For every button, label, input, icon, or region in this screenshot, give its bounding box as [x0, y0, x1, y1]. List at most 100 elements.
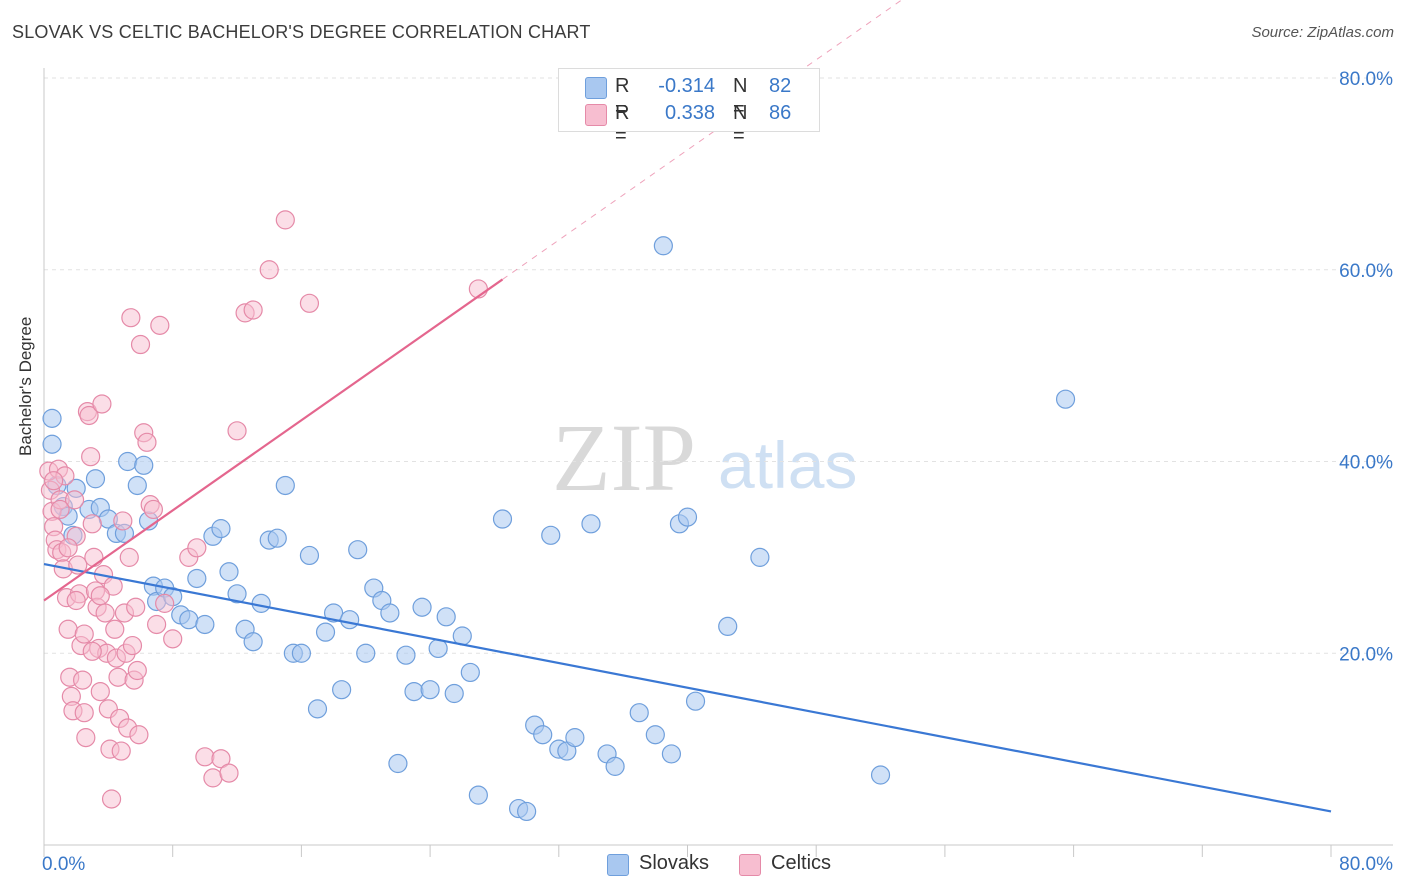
point-slovaks: [1055, 389, 1076, 409]
legend-r-value: 0.338: [664, 102, 715, 124]
legend-r-label: R =: [615, 102, 630, 147]
legend-n-label: N =: [733, 102, 748, 147]
chart-title: SLOVAK VS CELTIC BACHELOR'S DEGREE CORRE…: [12, 22, 591, 42]
point-celtics: [82, 514, 102, 534]
point-slovaks: [195, 614, 215, 635]
point-slovaks: [118, 451, 138, 472]
point-celtics: [187, 538, 207, 558]
point-celtics: [76, 728, 96, 748]
point-celtics: [122, 635, 143, 656]
point-celtics: [105, 619, 125, 639]
point-celtics: [211, 749, 231, 769]
point-slovaks: [677, 507, 698, 527]
point-celtics: [66, 590, 86, 611]
point-slovaks: [348, 540, 368, 560]
point-slovaks: [299, 545, 320, 566]
point-slovaks: [436, 607, 456, 627]
gridlines: [44, 77, 1393, 654]
point-slovaks: [227, 584, 247, 604]
source-label: Source: ZipAtlas.com: [1251, 24, 1394, 41]
point-slovaks: [750, 547, 770, 567]
legend-n-value: 86: [769, 102, 792, 124]
point-slovaks: [291, 643, 311, 663]
legend-n-label: N =: [733, 75, 748, 120]
point-slovaks: [468, 785, 488, 805]
point-celtics: [101, 789, 122, 809]
point-slovaks: [388, 753, 408, 774]
point-celtics: [44, 471, 64, 491]
point-celtics: [73, 670, 93, 690]
point-slovaks: [870, 765, 891, 785]
point-slovaks: [267, 528, 287, 548]
point-slovaks: [541, 525, 561, 545]
legend-swatch-celtics: [585, 104, 607, 126]
point-slovaks: [134, 455, 154, 475]
point-celtics: [58, 538, 78, 558]
y-axis-label: Bachelor's Degree: [16, 316, 35, 456]
point-slovaks: [85, 469, 106, 489]
point-celtics: [108, 667, 128, 687]
y-tick-label: 60.0%: [1339, 261, 1393, 282]
point-slovaks: [605, 756, 625, 776]
point-celtics: [150, 315, 170, 335]
point-slovaks: [42, 408, 62, 428]
point-celtics: [111, 741, 131, 761]
point-celtics: [243, 300, 263, 320]
point-celtics: [121, 308, 141, 328]
point-celtics: [95, 603, 115, 623]
y-tick-label: 80.0%: [1339, 69, 1393, 90]
point-slovaks: [492, 509, 513, 529]
legend-r-value: -0.314: [658, 75, 715, 97]
point-celtics: [81, 447, 101, 467]
point-celtics: [163, 629, 183, 649]
x-tick-label: 80.0%: [1339, 854, 1393, 875]
point-slovaks: [315, 622, 336, 642]
tick-labels: 20.0% 40.0% 60.0% 80.0% 0.0% 80.0%: [42, 69, 1393, 875]
point-celtics: [299, 293, 320, 313]
point-slovaks: [420, 680, 440, 700]
point-slovaks: [460, 662, 480, 683]
bottom-legend-swatch-slovaks: [607, 854, 629, 876]
point-slovaks: [380, 603, 400, 623]
point-slovaks: [404, 681, 424, 702]
point-slovaks: [653, 236, 673, 256]
watermark: ZIP atlas: [552, 404, 857, 511]
point-slovaks: [533, 725, 553, 745]
point-celtics: [137, 432, 157, 452]
point-slovaks: [412, 597, 432, 617]
point-celtics: [74, 703, 94, 723]
point-celtics: [92, 394, 112, 414]
point-slovaks: [211, 519, 231, 539]
point-celtics: [74, 624, 94, 644]
point-slovaks: [307, 699, 328, 719]
point-slovaks: [340, 610, 360, 630]
point-slovaks: [581, 514, 601, 534]
point-celtics: [113, 511, 133, 531]
point-celtics: [90, 681, 110, 702]
point-slovaks: [517, 801, 537, 822]
trend-lines: [43, 0, 1332, 813]
watermark-atlas: atlas: [718, 428, 857, 502]
point-slovaks: [645, 725, 665, 745]
legend-r-label: R =: [615, 75, 630, 120]
bottom-legend-swatch-celtics: [739, 854, 761, 876]
point-celtics: [275, 210, 295, 230]
point-slovaks: [179, 610, 199, 630]
point-slovaks: [243, 632, 263, 652]
point-slovaks: [275, 475, 295, 496]
point-celtics: [119, 547, 139, 567]
y-tick-label: 40.0%: [1339, 453, 1393, 474]
x-tick-label: 0.0%: [42, 854, 85, 875]
point-slovaks: [565, 728, 585, 748]
point-slovaks: [661, 744, 682, 764]
bottom-legend-label-celtics: Celtics: [771, 852, 832, 874]
point-celtics: [203, 768, 223, 788]
point-celtics: [126, 597, 146, 617]
point-slovaks: [332, 680, 352, 700]
point-celtics: [259, 260, 279, 280]
point-slovaks: [42, 434, 62, 454]
point-slovaks: [444, 683, 464, 704]
data-points: [39, 210, 1076, 822]
point-slovaks: [356, 643, 376, 663]
